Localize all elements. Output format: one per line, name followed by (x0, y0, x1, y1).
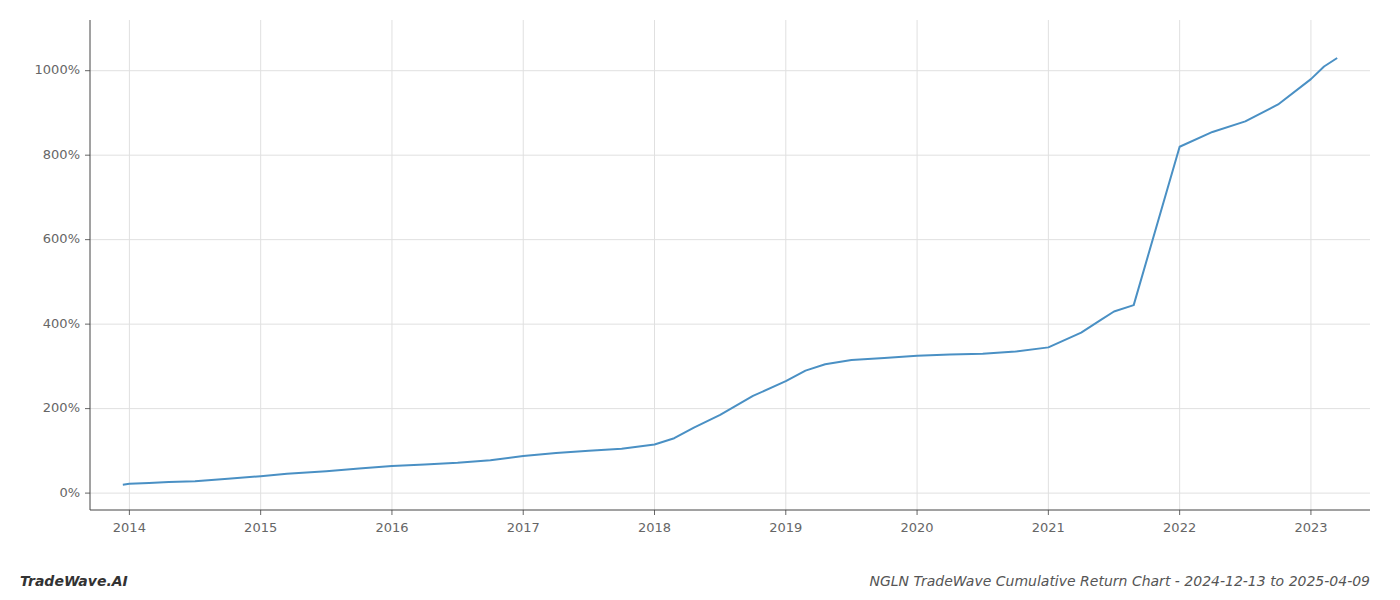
y-tick (85, 155, 90, 156)
x-grid-line (917, 20, 918, 510)
x-grid-line (391, 20, 392, 510)
y-tick-label: 400% (43, 316, 80, 331)
y-tick-label: 1000% (35, 62, 80, 77)
x-tick (391, 510, 392, 515)
x-tick (129, 510, 130, 515)
x-tick (260, 510, 261, 515)
x-grid-line (1179, 20, 1180, 510)
x-tick (654, 510, 655, 515)
y-axis-line (90, 20, 91, 510)
y-grid-line (90, 239, 1370, 240)
y-grid-line (90, 70, 1370, 71)
plot-area (123, 58, 1337, 485)
grid (90, 20, 1370, 510)
y-tick-label: 600% (43, 231, 80, 246)
y-tick (85, 239, 90, 240)
x-tick-label: 2016 (375, 520, 408, 535)
title: NGLN TradeWave Cumulative Return Chart -… (869, 573, 1370, 589)
y-tick-label: 0% (59, 485, 80, 500)
y-tick (85, 493, 90, 494)
axes: 0% 200% 400% 600% 800% 1000% 2014 2015 2016 2017 2… (35, 20, 1370, 535)
y-tick-label: 800% (43, 147, 80, 162)
chart: 0% 200% 400% 600% 800% 1000% 2014 2015 2016 2017 2… (0, 0, 1400, 600)
data-line (123, 58, 1337, 485)
y-tick (85, 324, 90, 325)
x-tick (523, 510, 524, 515)
y-tick-label: 200% (43, 400, 80, 415)
x-tick (785, 510, 786, 515)
y-tick (85, 70, 90, 71)
x-tick (1310, 510, 1311, 515)
x-tick-label: 2023 (1294, 520, 1327, 535)
y-grid-line (90, 493, 1370, 494)
x-tick (1179, 510, 1180, 515)
x-tick-label: 2017 (507, 520, 540, 535)
x-tick-label: 2018 (638, 520, 671, 535)
x-grid-line (1310, 20, 1311, 510)
x-tick-label: 2022 (1163, 520, 1196, 535)
x-tick (1048, 510, 1049, 515)
x-grid-line (129, 20, 130, 510)
x-grid-line (523, 20, 524, 510)
x-tick-label: 2019 (769, 520, 802, 535)
x-grid-line (654, 20, 655, 510)
x-tick-label: 2014 (113, 520, 146, 535)
x-grid-line (260, 20, 261, 510)
x-tick (917, 510, 918, 515)
y-grid-line (90, 324, 1370, 325)
x-grid-line (785, 20, 786, 510)
x-tick-label: 2015 (244, 520, 277, 535)
x-grid-line (1048, 20, 1049, 510)
x-tick-label: 2021 (1032, 520, 1065, 535)
x-tick-label: 2020 (901, 520, 934, 535)
watermark: TradeWave.AI (20, 573, 128, 589)
x-axis-line (90, 510, 1370, 511)
y-tick (85, 408, 90, 409)
